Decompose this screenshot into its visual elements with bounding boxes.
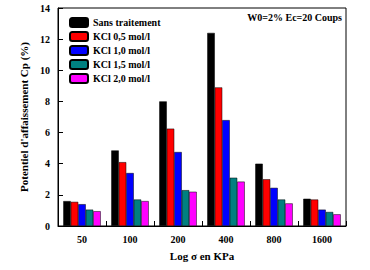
svg-text:200: 200 <box>171 234 186 245</box>
svg-text:KCl 1,5 mol/l: KCl 1,5 mol/l <box>93 59 150 70</box>
svg-text:800: 800 <box>267 234 282 245</box>
svg-text:1600: 1600 <box>312 234 332 245</box>
svg-text:14: 14 <box>40 3 50 14</box>
svg-text:KCl 1,0 mol/l: KCl 1,0 mol/l <box>93 45 150 56</box>
svg-text:4: 4 <box>45 158 50 169</box>
svg-text:10: 10 <box>40 65 50 76</box>
svg-text:Log σ en KPa: Log σ en KPa <box>170 250 235 262</box>
svg-text:Potentiel d'affaissement Cp (%: Potentiel d'affaissement Cp (%) <box>18 42 31 192</box>
svg-text:12: 12 <box>40 34 50 45</box>
svg-text:KCl 2,0 mol/l: KCl 2,0 mol/l <box>93 73 150 84</box>
svg-text:400: 400 <box>219 234 234 245</box>
svg-text:100: 100 <box>123 234 138 245</box>
svg-text:6: 6 <box>45 127 50 138</box>
svg-text:KCl 0,5 mol/l: KCl 0,5 mol/l <box>93 31 150 42</box>
svg-text:W0=2% Ec=20 Coups: W0=2% Ec=20 Coups <box>247 12 342 23</box>
svg-text:50: 50 <box>77 234 87 245</box>
svg-text:8: 8 <box>45 96 50 107</box>
svg-text:Sans traitement: Sans traitement <box>93 17 161 28</box>
svg-text:0: 0 <box>45 221 50 232</box>
svg-text:2: 2 <box>45 189 50 200</box>
